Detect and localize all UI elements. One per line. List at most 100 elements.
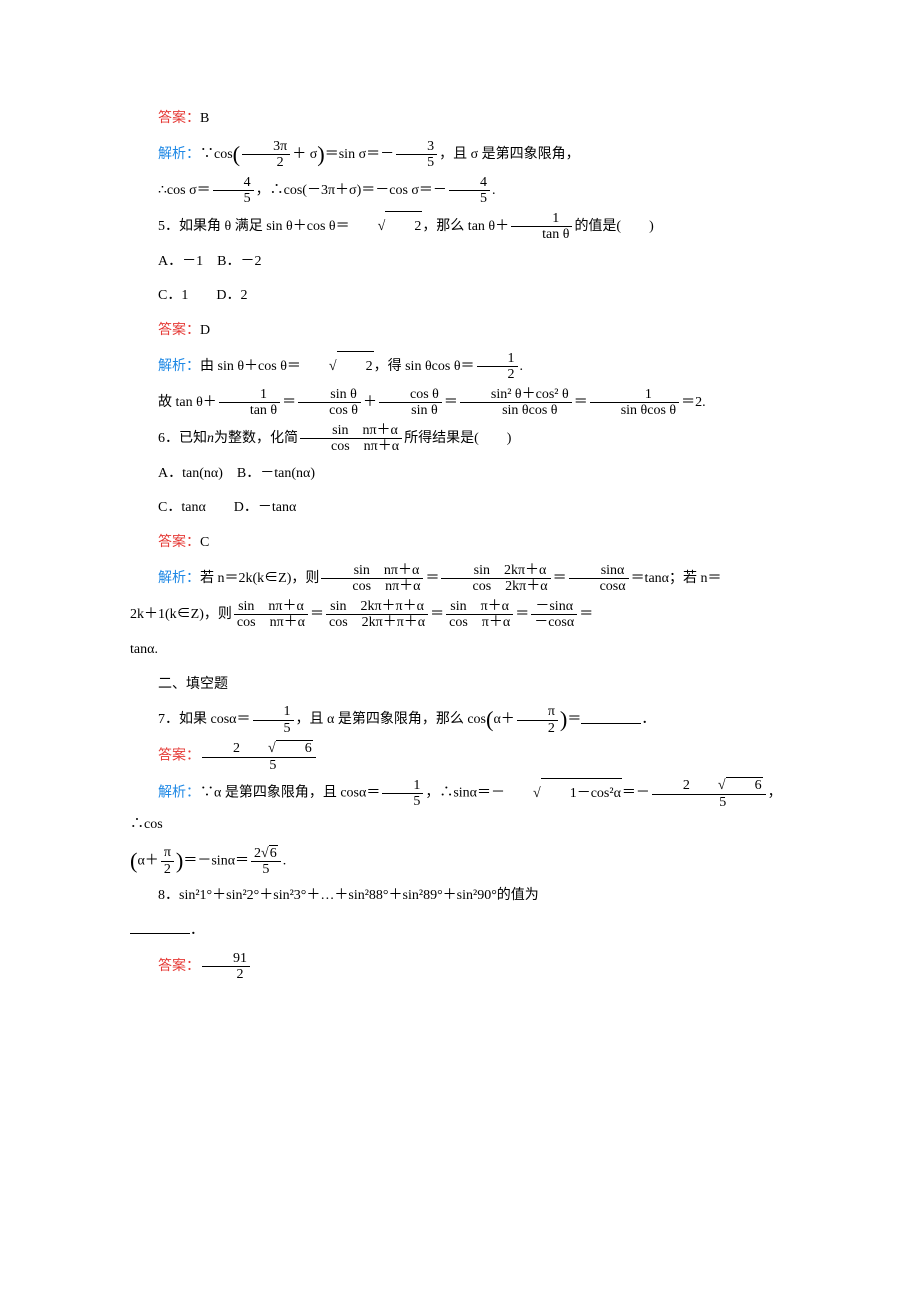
den: 5 (652, 794, 766, 810)
text: ，∴sinα＝－ (425, 786, 505, 801)
frac: sin nπ＋αcos nπ＋α (234, 599, 308, 631)
radicand: 6 (276, 740, 313, 756)
den: 5 (449, 190, 490, 206)
num: π (161, 845, 174, 860)
num: sin 2kπ＋α (441, 563, 550, 578)
num: sin θ (298, 387, 361, 402)
num: cos θ (379, 387, 442, 402)
answer-label: 答案： (158, 959, 200, 974)
num: sin nπ＋α (300, 423, 402, 438)
text: α＋ (137, 853, 158, 868)
text: ＝ (567, 713, 581, 728)
paren-left: ( (233, 141, 240, 166)
sqrt-icon: 2 (350, 211, 423, 243)
frac: sin nπ＋αcos nπ＋α (300, 423, 402, 455)
num: 1 (382, 778, 423, 793)
frac: 15 (253, 704, 294, 736)
q5-explain-1: 解析：由 sin θ＋cos θ＝2，得 sin θcos θ＝12. (130, 351, 800, 383)
text: ＋ σ (292, 147, 317, 162)
q7-answer: 答案：265 (130, 740, 800, 773)
q7-explain-1: 解析：∵α 是第四象限角，且 cosα＝15，∴sinα＝－1－cos²α＝－2… (130, 777, 800, 841)
text: ＝2. (681, 395, 706, 410)
frac: sin nπ＋αcos nπ＋α (321, 563, 423, 595)
q8-answer: 答案：912 (130, 951, 800, 983)
den: 2 (202, 966, 250, 982)
q6-options-cd: C．tanα D．－tanα (130, 493, 800, 524)
q6-answer: 答案：C (130, 528, 800, 559)
q5-options-ab: A．－1 B．－2 (130, 247, 800, 278)
num: 3 (396, 139, 437, 154)
den: －cosα (531, 614, 577, 630)
coef: 2 (254, 846, 261, 861)
frac: sin 2kπ＋αcos 2kπ＋α (441, 563, 550, 595)
num: sin² θ＋cos² θ (460, 387, 572, 402)
frac: 45 (213, 175, 254, 207)
option-c: C．tanα (158, 500, 206, 515)
frac: sinαcosα (569, 563, 629, 595)
option-a: A．tan(nα) (158, 466, 223, 481)
radicand: 2 (337, 351, 374, 383)
den: sin θcos θ (590, 402, 679, 418)
frac: 1sin θcos θ (590, 387, 679, 419)
den: sin θ (379, 402, 442, 418)
text: ∵α 是第四象限角，且 cosα＝ (200, 786, 380, 801)
num: 4 (449, 175, 490, 190)
text: 所得结果是( ) (404, 431, 511, 446)
num: 26 (652, 777, 766, 793)
option-b: B．－tan(nα) (237, 466, 315, 481)
text: ＝tanα；若 n＝ (631, 571, 722, 586)
text: ＝sin σ＝－ (325, 147, 394, 162)
frac: 35 (396, 139, 437, 171)
frac: 265 (652, 777, 766, 810)
den: 2 (161, 861, 174, 877)
text: Z (278, 571, 287, 586)
fill-blank (130, 919, 190, 934)
q5-options-cd: C．1 D．2 (130, 281, 800, 312)
text: )，则 (287, 571, 320, 586)
text: ，得 sin θcos θ＝ (374, 359, 475, 374)
den: cos nπ＋α (234, 614, 308, 630)
text: 由 sin θ＋cos θ＝ (200, 359, 301, 374)
section-title: 二、填空题 (158, 677, 228, 692)
frac: 265 (202, 740, 316, 773)
frac: 265 (251, 845, 281, 878)
fill-blank (581, 709, 641, 724)
text: 6．已知 (158, 431, 207, 446)
text: . (283, 853, 287, 868)
den: 5 (396, 154, 437, 170)
option-a: A．－1 (158, 254, 203, 269)
num: sin π＋α (446, 599, 513, 614)
explain-label: 解析： (158, 147, 200, 162)
q8-blank: ． (130, 916, 800, 947)
option-c: C．1 (158, 288, 188, 303)
num: sin nπ＋α (321, 563, 423, 578)
text: ∵cos (200, 147, 233, 162)
num: 1 (477, 351, 518, 366)
frac: 45 (449, 175, 490, 207)
q5-answer: 答案：D (130, 316, 800, 347)
den: tan θ (219, 402, 280, 418)
num: 26 (202, 740, 316, 756)
frac: 15 (382, 778, 423, 810)
sqrt-icon: 6 (240, 740, 313, 756)
num: 26 (251, 845, 281, 861)
coef: 2 (683, 778, 690, 793)
q6-stem: 6．已知n为整数，化简sin nπ＋αcos nπ＋α所得结果是( ) (130, 423, 800, 455)
frac: sin² θ＋cos² θsin θcos θ (460, 387, 572, 419)
text: ∴cos σ＝ (158, 183, 211, 198)
radicand: 1－cos²α (541, 778, 622, 810)
num: π (517, 704, 558, 719)
q4-explain-2: ∴cos σ＝45，∴cos(－3π＋σ)＝－cos σ＝－45. (130, 175, 800, 207)
num: sin 2kπ＋π＋α (326, 599, 428, 614)
text: 为整数，化简 (214, 431, 298, 446)
den: 5 (251, 861, 281, 877)
q7-stem: 7．如果 cosα＝15，且 α 是第四象限角，那么 cos(α＋π2)＝． (130, 704, 800, 736)
den: cosα (569, 578, 629, 594)
text: ＝－ (622, 786, 650, 801)
frac: sin π＋αcos π＋α (446, 599, 513, 631)
den: 5 (253, 720, 294, 736)
den: tan θ (511, 226, 572, 242)
answer-label: 答案： (158, 749, 200, 764)
q8-stem: 8．sin²1°＋sin²2°＋sin²3°＋…＋sin²88°＋sin²89°… (130, 881, 800, 912)
num: sinα (569, 563, 629, 578)
